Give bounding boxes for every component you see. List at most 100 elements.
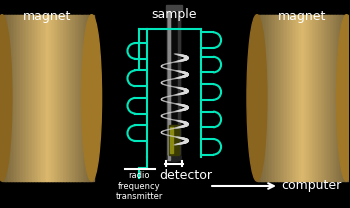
- Bar: [342, 15, 344, 181]
- Bar: [310, 15, 312, 181]
- Bar: [266, 15, 268, 181]
- Bar: [35, 15, 37, 181]
- Bar: [287, 15, 289, 181]
- Bar: [14, 15, 16, 181]
- Bar: [292, 15, 294, 181]
- Bar: [278, 15, 280, 181]
- Bar: [17, 15, 19, 181]
- Bar: [81, 15, 83, 181]
- Text: radio
frequency
transmitter: radio frequency transmitter: [116, 171, 163, 201]
- Bar: [34, 15, 36, 181]
- Bar: [75, 15, 77, 181]
- Bar: [46, 15, 48, 181]
- Bar: [315, 15, 317, 181]
- Bar: [85, 15, 88, 181]
- Bar: [302, 15, 304, 181]
- Bar: [289, 15, 291, 181]
- Bar: [343, 15, 345, 181]
- Bar: [322, 15, 324, 181]
- Bar: [69, 15, 71, 181]
- Bar: [300, 15, 301, 181]
- Bar: [298, 15, 300, 181]
- Bar: [261, 15, 264, 181]
- Bar: [78, 15, 80, 181]
- Bar: [25, 15, 27, 181]
- Bar: [11, 15, 13, 181]
- Bar: [22, 15, 24, 181]
- Bar: [84, 15, 86, 181]
- Bar: [263, 15, 265, 181]
- Bar: [2, 15, 4, 181]
- Bar: [318, 15, 320, 181]
- Bar: [301, 15, 303, 181]
- Bar: [271, 15, 273, 181]
- Ellipse shape: [337, 15, 350, 181]
- Ellipse shape: [82, 15, 102, 181]
- Bar: [331, 15, 334, 181]
- Bar: [169, 125, 179, 155]
- Bar: [324, 15, 326, 181]
- Bar: [296, 15, 299, 181]
- Bar: [334, 15, 336, 181]
- Bar: [63, 15, 65, 181]
- Bar: [23, 15, 25, 181]
- Bar: [48, 15, 50, 181]
- Bar: [277, 15, 279, 181]
- Ellipse shape: [0, 15, 12, 181]
- Bar: [309, 15, 310, 181]
- Bar: [283, 15, 285, 181]
- Bar: [29, 15, 32, 181]
- Bar: [307, 15, 309, 181]
- Bar: [72, 15, 74, 181]
- Bar: [284, 15, 286, 181]
- Bar: [8, 15, 10, 181]
- Bar: [16, 15, 18, 181]
- Bar: [272, 15, 274, 181]
- Bar: [57, 15, 59, 181]
- Bar: [333, 15, 335, 181]
- Bar: [90, 15, 92, 181]
- Bar: [70, 15, 72, 181]
- Bar: [67, 15, 69, 181]
- Bar: [43, 15, 45, 181]
- Bar: [64, 15, 66, 181]
- Bar: [40, 15, 42, 181]
- Bar: [312, 15, 314, 181]
- Bar: [316, 15, 318, 181]
- Bar: [38, 15, 41, 181]
- Bar: [92, 15, 94, 181]
- Bar: [167, 8, 181, 160]
- Bar: [306, 15, 308, 181]
- Bar: [55, 15, 57, 181]
- Bar: [336, 15, 338, 181]
- Bar: [37, 15, 39, 181]
- Bar: [58, 15, 60, 181]
- Bar: [83, 15, 84, 181]
- Bar: [74, 15, 75, 181]
- Bar: [275, 15, 277, 181]
- Bar: [337, 15, 340, 181]
- Text: sample: sample: [152, 8, 197, 21]
- Bar: [31, 15, 33, 181]
- Bar: [168, 8, 170, 160]
- Bar: [265, 15, 267, 181]
- Bar: [79, 15, 82, 181]
- Bar: [66, 15, 68, 181]
- Text: magnet: magnet: [23, 10, 71, 23]
- Bar: [61, 15, 63, 181]
- Bar: [260, 15, 262, 181]
- Bar: [60, 15, 62, 181]
- Bar: [89, 15, 91, 181]
- Bar: [321, 15, 323, 181]
- Ellipse shape: [247, 15, 267, 181]
- Bar: [257, 15, 259, 181]
- Bar: [166, 5, 182, 10]
- Bar: [313, 15, 315, 181]
- Ellipse shape: [167, 154, 181, 162]
- Bar: [170, 127, 173, 153]
- Bar: [319, 15, 321, 181]
- Bar: [26, 15, 28, 181]
- Bar: [269, 15, 271, 181]
- Bar: [44, 15, 47, 181]
- Bar: [167, 8, 170, 160]
